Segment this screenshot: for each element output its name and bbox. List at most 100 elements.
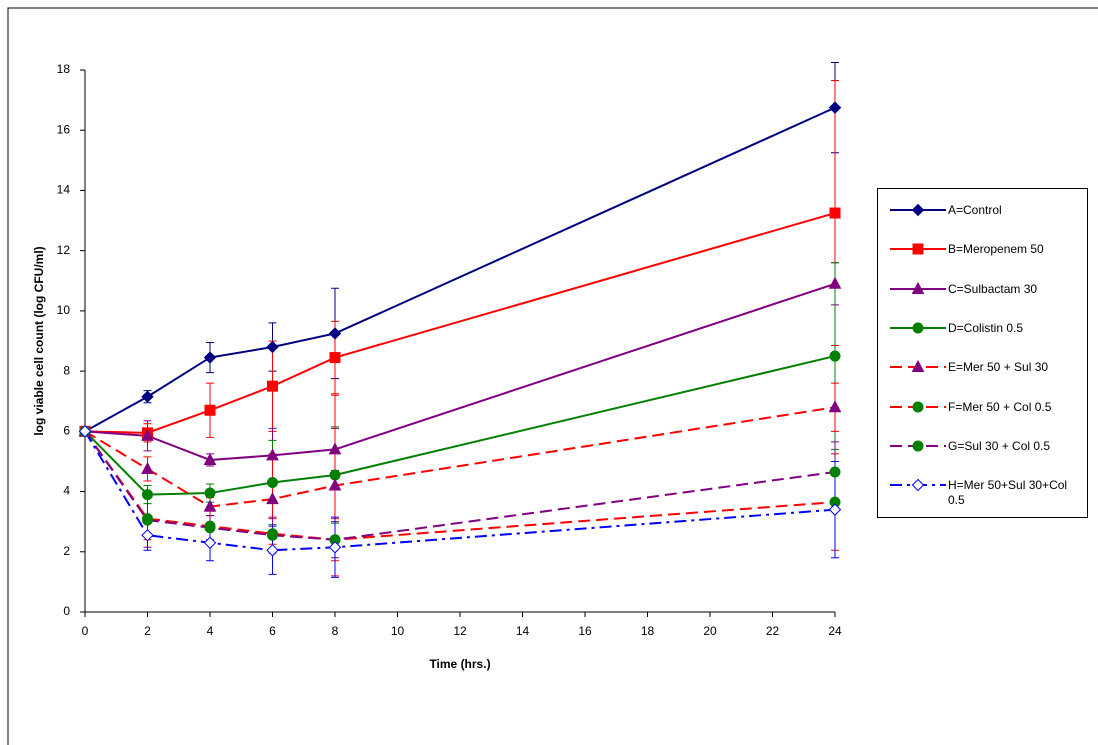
x-tick-label: 16 bbox=[578, 624, 592, 638]
marker bbox=[911, 478, 925, 492]
y-tick-label: 10 bbox=[57, 303, 71, 317]
y-tick-label: 18 bbox=[57, 62, 71, 76]
marker bbox=[329, 352, 341, 364]
x-tick-label: 2 bbox=[144, 624, 151, 638]
marker bbox=[203, 499, 217, 512]
marker bbox=[328, 541, 342, 554]
x-tick-label: 4 bbox=[207, 624, 214, 638]
marker bbox=[141, 529, 154, 542]
series-line bbox=[84, 430, 836, 541]
legend-label: H=Mer 50+Sul 30+Col 0.5 bbox=[948, 478, 1068, 508]
x-tick-label: 18 bbox=[641, 624, 655, 638]
marker bbox=[828, 101, 842, 114]
y-tick-label: 16 bbox=[57, 122, 71, 136]
marker bbox=[142, 489, 153, 501]
marker bbox=[266, 544, 279, 557]
legend-label: C=Sulbactam 30 bbox=[948, 281, 1038, 296]
y-tick-label: 8 bbox=[63, 363, 70, 377]
series-line bbox=[84, 212, 836, 434]
marker bbox=[266, 340, 279, 354]
legend-symbol bbox=[890, 322, 946, 334]
y-tick-label: 14 bbox=[57, 183, 71, 197]
y-axis-title: log viable cell count (log CFU/ml) bbox=[32, 246, 46, 435]
series-line bbox=[84, 106, 836, 433]
y-tick-label: 2 bbox=[63, 544, 70, 558]
legend-symbol bbox=[890, 478, 946, 492]
marker bbox=[266, 448, 279, 461]
marker bbox=[204, 487, 216, 499]
y-tick-label: 4 bbox=[63, 484, 70, 498]
legend-symbol bbox=[890, 281, 946, 294]
marker bbox=[828, 503, 842, 516]
legend-label: B=Meropenem 50 bbox=[948, 242, 1044, 257]
x-tick-label: 10 bbox=[391, 624, 405, 638]
marker bbox=[203, 452, 217, 465]
chart-frame bbox=[7, 7, 1098, 745]
legend-symbol bbox=[890, 203, 946, 217]
x-tick-label: 22 bbox=[766, 624, 780, 638]
x-tick-label: 20 bbox=[703, 624, 717, 638]
legend: A=Control B=Meropenem 50 C=Sulbactam 30 D=C… bbox=[877, 188, 1088, 518]
y-tick-label: 0 bbox=[63, 604, 70, 618]
legend-symbol bbox=[890, 243, 946, 255]
legend-entry: H=Mer 50+Sul 30+Col 0.5 bbox=[878, 476, 1087, 508]
x-tick-label: 24 bbox=[828, 624, 842, 638]
marker bbox=[267, 529, 278, 541]
y-tick-label: 6 bbox=[63, 424, 70, 438]
marker bbox=[911, 360, 925, 373]
marker bbox=[328, 327, 342, 340]
marker bbox=[912, 243, 924, 255]
legend-entry: A=Control bbox=[878, 201, 1087, 219]
marker bbox=[203, 536, 217, 549]
marker bbox=[328, 478, 342, 491]
legend-symbol bbox=[890, 401, 946, 412]
marker bbox=[267, 380, 278, 392]
legend-label: G=Sul 30 + Col 0.5 bbox=[948, 438, 1051, 453]
x-axis-title: Time (hrs.) bbox=[429, 657, 490, 671]
marker bbox=[912, 440, 924, 452]
series-line bbox=[84, 282, 836, 461]
series-line bbox=[84, 430, 836, 541]
marker bbox=[912, 401, 924, 412]
legend-entry: G=Sul 30 + Col 0.5 bbox=[878, 437, 1087, 455]
marker bbox=[78, 425, 92, 438]
legend-entry: B=Meropenem 50 bbox=[878, 240, 1087, 258]
legend-label: D=Colistin 0.5 bbox=[948, 320, 1024, 335]
marker bbox=[911, 203, 925, 217]
marker bbox=[203, 351, 217, 364]
x-tick-label: 0 bbox=[82, 624, 89, 638]
marker bbox=[829, 466, 841, 478]
marker bbox=[912, 322, 924, 334]
marker bbox=[911, 281, 925, 294]
series-line bbox=[84, 406, 836, 508]
legend-label: F=Mer 50 + Col 0.5 bbox=[948, 399, 1052, 414]
marker bbox=[204, 522, 216, 534]
marker bbox=[142, 514, 153, 526]
marker bbox=[266, 492, 279, 505]
series-line bbox=[84, 355, 836, 496]
marker bbox=[204, 404, 216, 416]
legend-label: E=Mer 50 + Sul 30 bbox=[948, 360, 1049, 375]
marker bbox=[328, 442, 342, 455]
marker bbox=[829, 207, 841, 219]
legend-entry: E=Mer 50 + Sul 30 bbox=[878, 358, 1087, 376]
x-tick-label: 12 bbox=[453, 624, 467, 638]
x-tick-label: 14 bbox=[516, 624, 530, 638]
marker bbox=[828, 276, 842, 289]
legend-entry: D=Colistin 0.5 bbox=[878, 319, 1087, 337]
marker bbox=[828, 400, 842, 413]
legend-symbol bbox=[890, 360, 946, 373]
x-tick-label: 8 bbox=[332, 624, 339, 638]
legend-entry: F=Mer 50 + Col 0.5 bbox=[878, 398, 1087, 416]
legend-label: A=Control bbox=[948, 203, 1002, 217]
legend-entry: C=Sulbactam 30 bbox=[878, 280, 1087, 298]
y-tick-label: 12 bbox=[57, 243, 71, 257]
x-tick-label: 6 bbox=[269, 624, 276, 638]
legend-symbol bbox=[890, 440, 946, 452]
series-line bbox=[84, 430, 836, 552]
marker bbox=[141, 428, 154, 441]
marker bbox=[141, 390, 154, 403]
marker bbox=[267, 477, 278, 489]
